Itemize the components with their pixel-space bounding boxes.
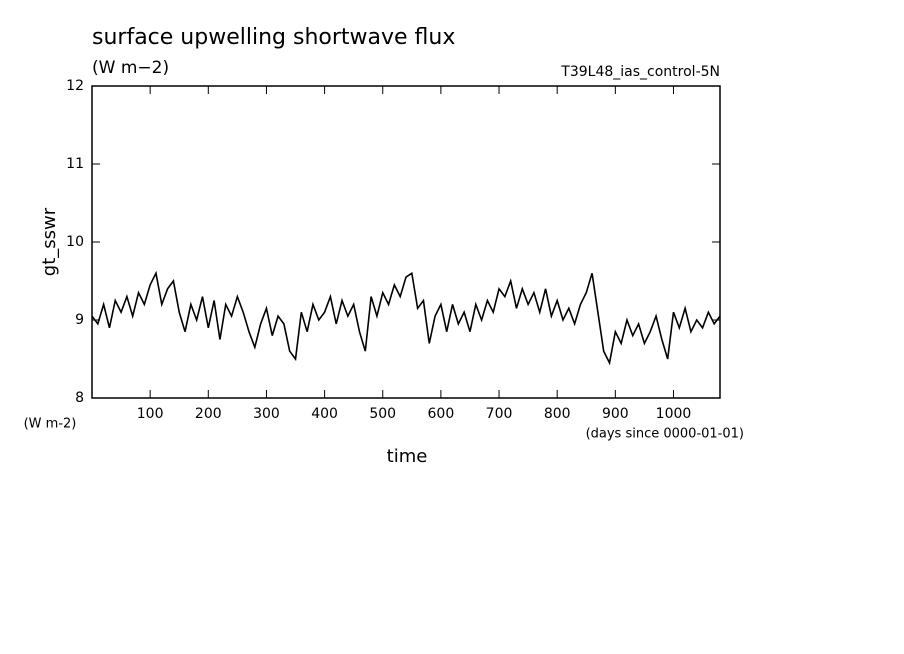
y-axis-unit: (W m-2) [24,417,77,432]
chart-title: surface upwelling shortwave flux [92,25,455,50]
x-tick-label: 400 [311,406,338,422]
x-tick-label: 1000 [656,406,692,422]
plot-frame [91,85,721,399]
y-tick-label: 8 [75,390,84,406]
data-line [91,270,721,366]
y-tick-label: 11 [66,156,84,172]
y-tick-label: 12 [66,78,84,94]
x-tick-label: 300 [253,406,280,422]
x-tick-label: 800 [544,406,571,422]
y-tick-label: 9 [75,312,84,328]
run-label: T39L48_ias_control-5N [560,64,720,80]
x-tick-label: 100 [137,406,164,422]
x-tick-label: 600 [428,406,455,422]
chart-subtitle: (W m−2) [92,58,169,78]
x-axis-unit: (days since 0000-01-01) [586,427,744,442]
y-axis-label: gt_sswr [39,207,60,276]
x-tick-label: 200 [195,406,222,422]
x-tick-label: 900 [602,406,629,422]
y-tick-label: 10 [66,234,84,250]
x-tick-label: 700 [486,406,513,422]
x-axis-label: time [387,446,428,467]
x-tick-label: 500 [369,406,396,422]
